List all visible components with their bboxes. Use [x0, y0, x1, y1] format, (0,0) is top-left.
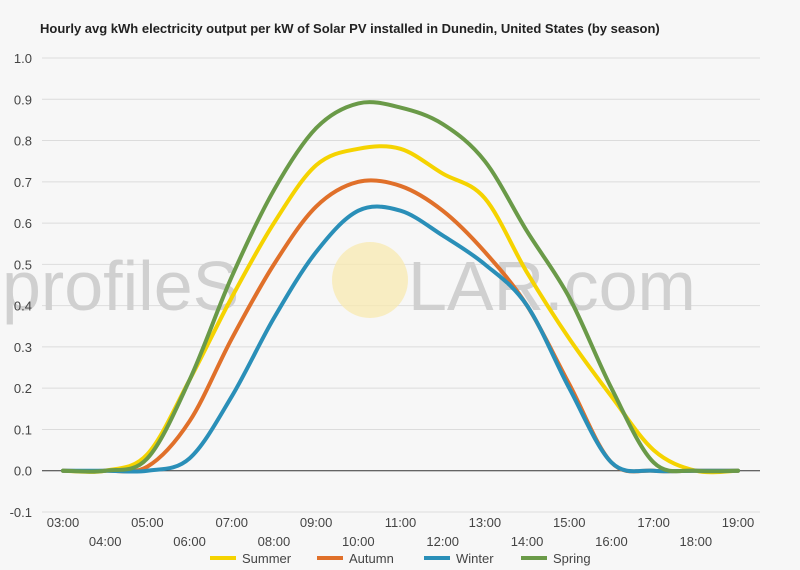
x-tick-label: 14:00	[511, 534, 544, 549]
series-line-winter	[61, 204, 740, 474]
x-tick-label: 08:00	[258, 534, 291, 549]
x-tick-label: 06:00	[173, 534, 206, 549]
legend[interactable]: Summer Autumn Winter Spring	[210, 551, 591, 566]
legend-item-winter[interactable]: Winter	[424, 551, 494, 566]
x-tick-label: 18:00	[680, 534, 713, 549]
x-tick-label: 17:00	[637, 515, 670, 530]
y-tick-label: 0.7	[14, 175, 32, 190]
series-lines	[61, 100, 740, 475]
x-tick-label: 16:00	[595, 534, 628, 549]
y-tick-label: 0.9	[14, 92, 32, 107]
legend-label: Spring	[553, 551, 591, 566]
y-tick-label: -0.1	[10, 505, 32, 520]
legend-label: Autumn	[349, 551, 394, 566]
legend-item-autumn[interactable]: Autumn	[317, 551, 394, 566]
y-tick-label: 0.2	[14, 381, 32, 396]
legend-item-summer[interactable]: Summer	[210, 551, 292, 566]
y-tick-label: 0.3	[14, 340, 32, 355]
y-tick-label: 0.6	[14, 216, 32, 231]
y-tick-label: 0.8	[14, 134, 32, 149]
legend-item-spring[interactable]: Spring	[521, 551, 591, 566]
x-tick-label: 19:00	[722, 515, 755, 530]
y-tick-label: 0.5	[14, 257, 32, 272]
x-tick-label: 13:00	[469, 515, 502, 530]
y-tick-label: 0.1	[14, 422, 32, 437]
watermark: profileS LAR.com	[2, 242, 696, 325]
y-tick-label: 0.0	[14, 464, 32, 479]
x-tick-label: 10:00	[342, 534, 375, 549]
y-axis: -0.1 0.0 0.1 0.2 0.3 0.4 0.5 0.6 0.7 0.8 0.9 1.0	[10, 51, 32, 520]
x-tick-label: 05:00	[131, 515, 164, 530]
watermark-sun-icon	[332, 242, 408, 318]
x-axis: 03:00 04:00 05:00 06:00 07:00 08:00 09:00 10:00…	[47, 515, 755, 549]
y-tick-label: 1.0	[14, 51, 32, 66]
series-line-spring	[61, 100, 740, 474]
x-tick-label: 11:00	[385, 515, 417, 530]
x-tick-label: 03:00	[47, 515, 80, 530]
x-tick-label: 12:00	[426, 534, 459, 549]
x-tick-label: 04:00	[89, 534, 122, 549]
x-tick-label: 09:00	[300, 515, 333, 530]
x-tick-label: 07:00	[215, 515, 248, 530]
y-tick-label: 0.4	[14, 299, 32, 314]
legend-label: Winter	[456, 551, 494, 566]
x-tick-label: 15:00	[553, 515, 586, 530]
legend-label: Summer	[242, 551, 292, 566]
watermark-text-left: profileS	[2, 247, 239, 325]
chart-title: Hourly avg kWh electricity output per kW…	[40, 21, 660, 36]
